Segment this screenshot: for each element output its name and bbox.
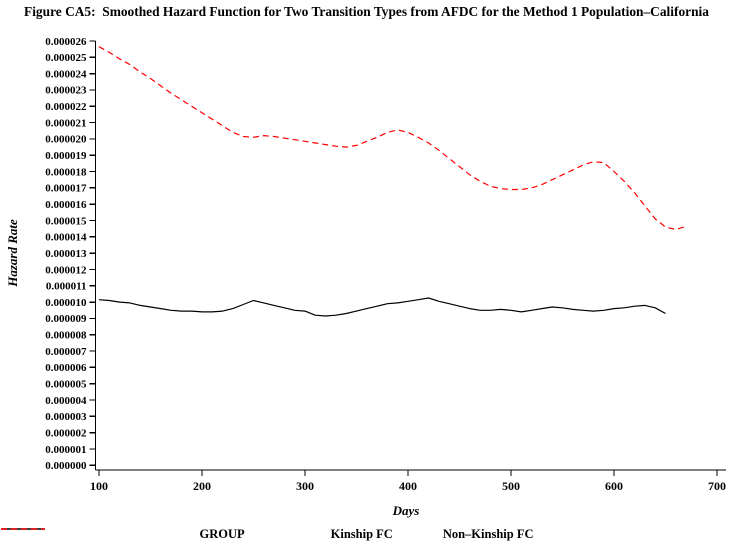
x-tick-label: 700 xyxy=(708,479,726,493)
series-lines xyxy=(98,46,687,317)
x-tick-label: 200 xyxy=(193,479,211,493)
y-tick-label: 0.000003 xyxy=(45,411,87,423)
y-tick-label: 0.000007 xyxy=(45,346,87,358)
y-tick-label: 0.000020 xyxy=(45,134,87,146)
y-tick-label: 0.000022 xyxy=(45,101,87,113)
x-axis-title: Days xyxy=(392,503,420,518)
y-tick-label: 0.000013 xyxy=(45,248,87,260)
y-tick-label: 0.000024 xyxy=(45,68,87,80)
y-tick-label: 0.000014 xyxy=(45,232,87,244)
y-tick-label: 0.000017 xyxy=(45,183,87,195)
y-tick-label: 0.000025 xyxy=(45,52,87,64)
y-tick-label: 0.000001 xyxy=(45,444,86,456)
x-tick-label: 600 xyxy=(605,479,623,493)
y-tick-label: 0.000011 xyxy=(46,281,87,293)
non-kinship-fcline xyxy=(98,46,687,231)
legend-title: GROUP xyxy=(199,526,245,541)
x-tick-label: 300 xyxy=(296,479,314,493)
axes: 0.000000 0.000001 0.000002 0.000003 0.000004… xyxy=(45,36,726,493)
y-tick-label: 0.000005 xyxy=(45,379,87,391)
kinship-fcline xyxy=(98,297,666,317)
y-tick-label: 0.000021 xyxy=(45,117,86,129)
y-tick-label: 0.000019 xyxy=(45,150,87,162)
y-tick-label: 0.000002 xyxy=(45,427,87,439)
y-tick-label: 0.000009 xyxy=(45,313,87,325)
legend-label: Kinship FC xyxy=(330,526,393,541)
y-tick-label: 0.000015 xyxy=(45,215,87,227)
y-tick-label: 0.000006 xyxy=(45,362,87,374)
chart-legend: GROUP Kinship FC Non–Kinship FC xyxy=(0,524,733,544)
x-tick-label: 400 xyxy=(399,479,417,493)
figure-title: Figure CA5: Smoothed Hazard Function for… xyxy=(24,4,709,19)
y-axis-title: Hazard Rate xyxy=(5,219,20,288)
y-tick-label: 0.000008 xyxy=(45,330,87,342)
hazard-chart: 0.000000 0.000001 0.000002 0.000003 0.000004… xyxy=(5,36,726,518)
y-tick-label: 0.000023 xyxy=(45,85,87,97)
y-tick-label: 0.000012 xyxy=(45,264,87,276)
y-tick-label: 0.000000 xyxy=(45,460,87,472)
y-tick-label: 0.000010 xyxy=(45,297,87,309)
y-tick-label: 0.000004 xyxy=(45,395,87,407)
x-tick-label: 100 xyxy=(90,479,108,493)
y-tick-label: 0.000026 xyxy=(45,36,87,48)
x-tick-label: 500 xyxy=(502,479,520,493)
y-tick-label: 0.000018 xyxy=(45,166,87,178)
y-tick-label: 0.000016 xyxy=(45,199,87,211)
legend-label: Non–Kinship FC xyxy=(442,526,534,541)
